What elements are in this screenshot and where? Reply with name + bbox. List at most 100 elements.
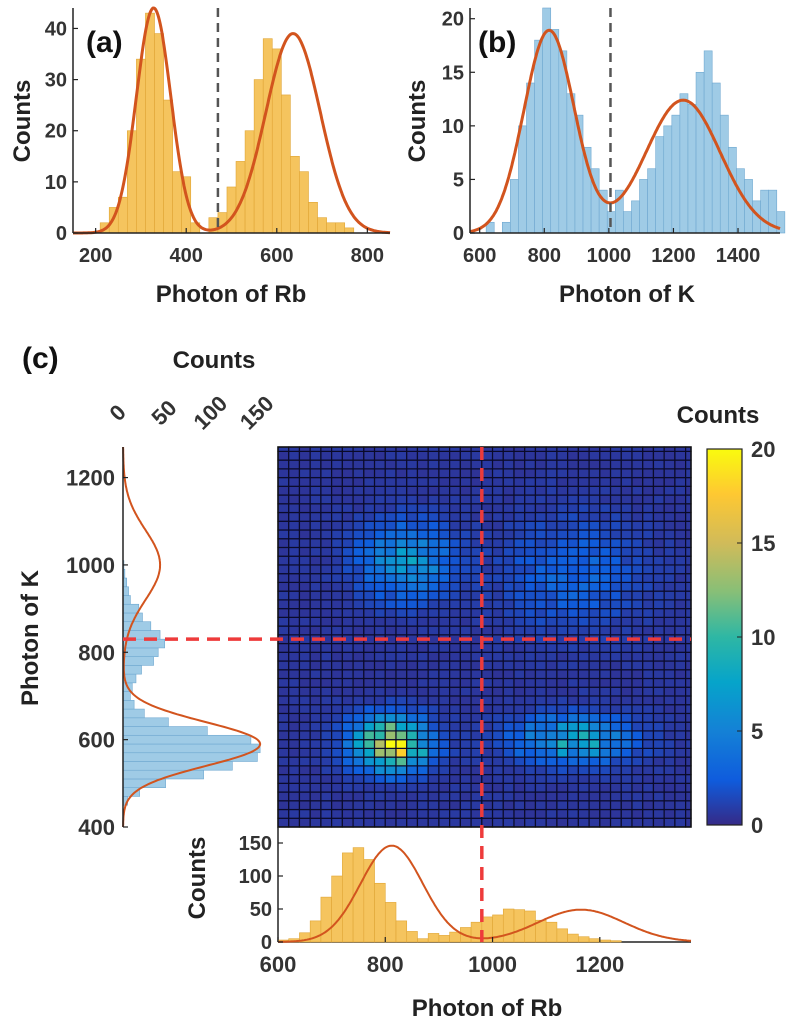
heatmap-cell xyxy=(609,485,622,496)
heatmap-cell xyxy=(309,520,322,531)
heatmap-cell xyxy=(449,573,461,584)
heatmap-cell xyxy=(331,599,343,610)
heatmap-cell xyxy=(502,756,515,767)
heatmap-cell xyxy=(599,459,612,470)
y-tick-label: 1000 xyxy=(66,553,115,578)
heatmap-cell xyxy=(384,625,397,636)
heatmap-cell xyxy=(373,450,386,461)
heatmap xyxy=(277,446,692,828)
heatmap-cell xyxy=(373,608,386,618)
heatmap-cell xyxy=(524,450,537,461)
heatmap-cell xyxy=(438,468,451,479)
heatmap-cell xyxy=(609,817,622,828)
heatmap-cell xyxy=(599,669,612,680)
heatmap-cell xyxy=(642,695,655,706)
heatmap-cell xyxy=(663,529,676,540)
heatmap-cell xyxy=(652,459,665,470)
heatmap-cell xyxy=(373,791,386,802)
heatmap-cell xyxy=(577,450,590,461)
heatmap-cell xyxy=(427,747,440,758)
heatmap-cell xyxy=(534,739,547,749)
histogram-bar xyxy=(534,39,543,234)
heatmap-cell xyxy=(567,503,579,514)
heatmap-cell xyxy=(373,773,386,784)
heatmap-cell xyxy=(545,808,558,819)
heatmap-cell xyxy=(609,581,622,592)
heatmap-cell xyxy=(309,485,322,496)
y-axis-title-b: Counts xyxy=(404,80,431,163)
heatmap-cell xyxy=(674,459,687,470)
heatmap-cell xyxy=(459,800,472,811)
heatmap-cell xyxy=(556,756,569,767)
heatmap-cell xyxy=(341,808,354,819)
heatmap-cell xyxy=(652,485,665,496)
heatmap-cell xyxy=(545,459,558,470)
heatmap-cell xyxy=(320,459,333,470)
x-tick-label: 600 xyxy=(260,245,293,267)
heatmap-cell xyxy=(545,564,558,575)
side-histogram-bar xyxy=(122,691,131,701)
heatmap-cell xyxy=(309,494,322,505)
heatmap-cell xyxy=(491,677,504,688)
heatmap-cell xyxy=(599,642,612,653)
heatmap-cell xyxy=(288,625,301,636)
heatmap-cell xyxy=(642,599,655,610)
heatmap-cell xyxy=(309,765,322,776)
heatmap-cell xyxy=(395,800,408,811)
heatmap-cell xyxy=(395,651,408,662)
heatmap-cell xyxy=(416,468,429,479)
heatmap-cell xyxy=(491,476,504,487)
heatmap-cell xyxy=(320,494,333,505)
heatmap-cell xyxy=(652,704,665,715)
heatmap-cell xyxy=(406,581,419,592)
heatmap-cell xyxy=(674,695,687,706)
heatmap-cell xyxy=(631,616,644,627)
heatmap-cell xyxy=(663,704,676,715)
heatmap-cell xyxy=(277,564,290,575)
heatmap-cell xyxy=(277,538,290,549)
heatmap-cell xyxy=(427,599,440,610)
heatmap-cell xyxy=(320,555,333,566)
heatmap-cell xyxy=(341,721,354,732)
heatmap-cell xyxy=(309,642,322,653)
heatmap-cell xyxy=(588,642,601,653)
heatmap-cell xyxy=(631,581,644,592)
heatmap-cell xyxy=(352,695,365,706)
heatmap-cell xyxy=(534,651,547,662)
heatmap-cell xyxy=(620,677,633,688)
heatmap-cell xyxy=(491,791,504,802)
y-tick-label: 20 xyxy=(45,121,67,143)
heatmap-cell xyxy=(427,564,440,575)
heatmap-cell xyxy=(427,546,440,557)
heatmap-cell xyxy=(438,651,451,662)
heatmap-cell xyxy=(438,817,451,828)
heatmap-cell xyxy=(631,695,644,706)
heatmap-cell xyxy=(491,581,504,592)
heatmap-cell xyxy=(438,756,451,767)
heatmap-cell xyxy=(320,686,333,697)
heatmap-cell xyxy=(556,782,569,793)
heatmap-cell xyxy=(320,590,333,601)
heatmap-cell xyxy=(588,564,601,575)
heatmap-cell xyxy=(449,581,461,592)
heatmap-cell xyxy=(320,669,333,680)
heatmap-cell xyxy=(652,730,665,741)
heatmap-cell xyxy=(449,608,461,618)
heatmap-cell xyxy=(674,808,687,819)
heatmap-cell xyxy=(642,573,655,584)
heatmap-cell xyxy=(406,773,419,784)
heatmap-cell xyxy=(384,511,397,522)
heatmap-cell xyxy=(288,468,301,479)
heatmap-cell xyxy=(577,651,590,662)
heatmap-cell xyxy=(620,573,633,584)
heatmap-cell xyxy=(609,739,622,749)
heatmap-cell xyxy=(663,625,676,636)
heatmap-cell xyxy=(395,669,408,680)
heatmap-cell xyxy=(642,459,655,470)
heatmap-cell xyxy=(609,782,622,793)
heatmap-cell xyxy=(502,773,515,784)
heatmap-cell xyxy=(352,468,365,479)
heatmap-cell xyxy=(524,791,537,802)
